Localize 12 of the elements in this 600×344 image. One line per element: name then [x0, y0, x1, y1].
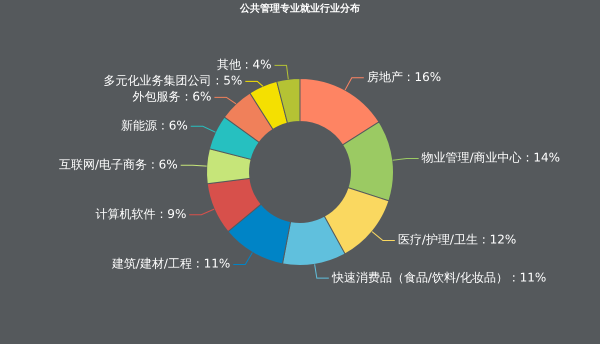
chart-title: 公共管理专业就业行业分布 — [239, 2, 360, 15]
slice-label: 房地产 : 16% — [366, 70, 442, 84]
slice-label: 多元化业务集团公司 : 5% — [104, 73, 242, 88]
slice-label: 快速消费品（食品/饮料/化妆品） : 11% — [330, 270, 546, 284]
slice-label: 物业管理/商业中心 : 14% — [422, 150, 560, 165]
slice-label: 建筑/建材/工程 : 11% — [110, 256, 230, 271]
slice-label: 计算机软件 : 9% — [96, 206, 186, 221]
slice-label: 新能源 : 6% — [121, 118, 188, 132]
slice-label: 其他 : 4% — [216, 57, 272, 72]
slice-label: 互联网/电子商务 : 6% — [58, 157, 178, 172]
slice-label: 外包服务 : 6% — [132, 89, 212, 104]
slice-label: 医疗/护理/卫生 : 12% — [398, 232, 516, 247]
